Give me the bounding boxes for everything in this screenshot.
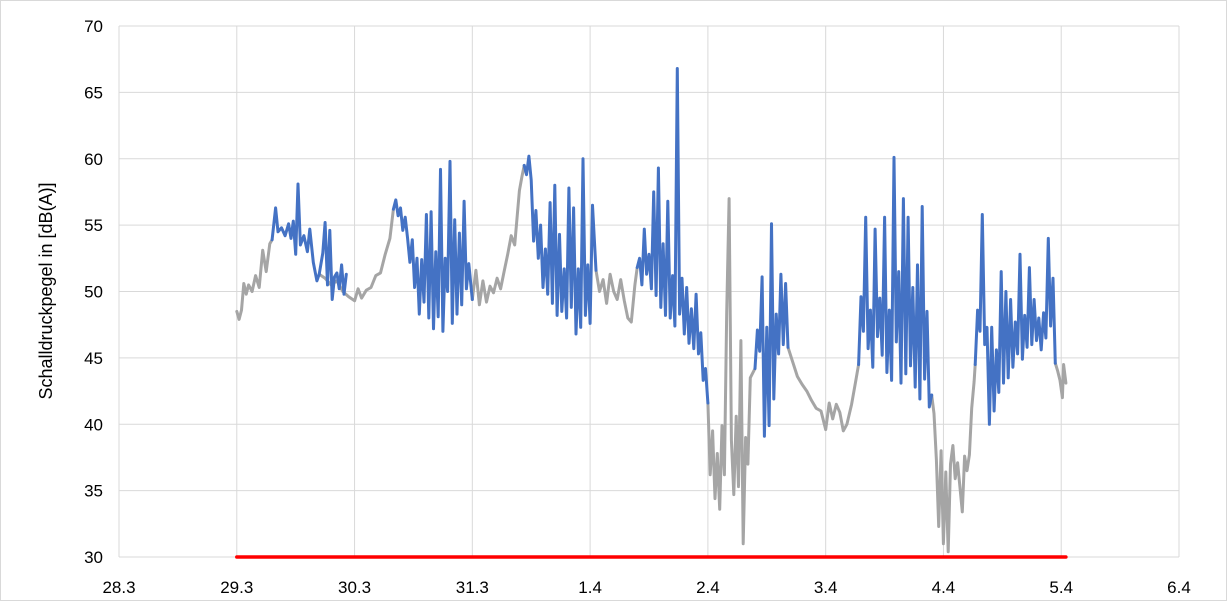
series-line bbox=[753, 222, 790, 438]
series-line bbox=[270, 182, 321, 283]
series-1 bbox=[270, 67, 1057, 438]
axes: 30 35 40 45 50 55 60 65 70 28.3 29.3 30.3 31.3 1.4 2.4… bbox=[84, 17, 1191, 597]
series-line bbox=[391, 159, 474, 333]
x-tick-label: 29.3 bbox=[220, 578, 253, 597]
series-line bbox=[235, 238, 274, 321]
x-tick-label: 6.4 bbox=[1167, 578, 1191, 597]
series-0 bbox=[235, 163, 1068, 554]
x-tick-label: 4.4 bbox=[932, 578, 956, 597]
x-tick-label: 3.4 bbox=[814, 578, 838, 597]
y-tick-label: 70 bbox=[84, 17, 103, 36]
x-tick-label: 30.3 bbox=[338, 578, 371, 597]
y-tick-label: 65 bbox=[84, 83, 103, 102]
series-line bbox=[635, 67, 710, 405]
y-tick-label: 35 bbox=[84, 482, 103, 501]
y-tick-label: 55 bbox=[84, 216, 103, 235]
x-tick-label: 2.4 bbox=[696, 578, 720, 597]
x-tick-label: 31.3 bbox=[456, 578, 489, 597]
series-line bbox=[522, 154, 598, 336]
series-layer bbox=[235, 67, 1068, 559]
series-line bbox=[1053, 361, 1068, 400]
y-tick-label: 40 bbox=[84, 415, 103, 434]
series-line bbox=[706, 197, 757, 546]
y-tick-label: 50 bbox=[84, 283, 103, 302]
x-tick-label: 1.4 bbox=[578, 578, 602, 597]
series-line bbox=[857, 155, 934, 409]
y-tick-label: 30 bbox=[84, 548, 103, 567]
series-line bbox=[594, 266, 639, 324]
y-axis-title: Schalldruckpegel in [dB(A)] bbox=[36, 182, 56, 399]
series-line bbox=[973, 213, 1057, 426]
series-line bbox=[930, 363, 977, 554]
y-tick-label: 60 bbox=[84, 150, 103, 169]
y-tick-label: 45 bbox=[84, 349, 103, 368]
series-line bbox=[786, 345, 861, 433]
series-line bbox=[470, 163, 526, 307]
series-line bbox=[317, 221, 348, 301]
x-tick-label: 5.4 bbox=[1049, 578, 1073, 597]
x-tick-label: 28.3 bbox=[102, 578, 135, 597]
